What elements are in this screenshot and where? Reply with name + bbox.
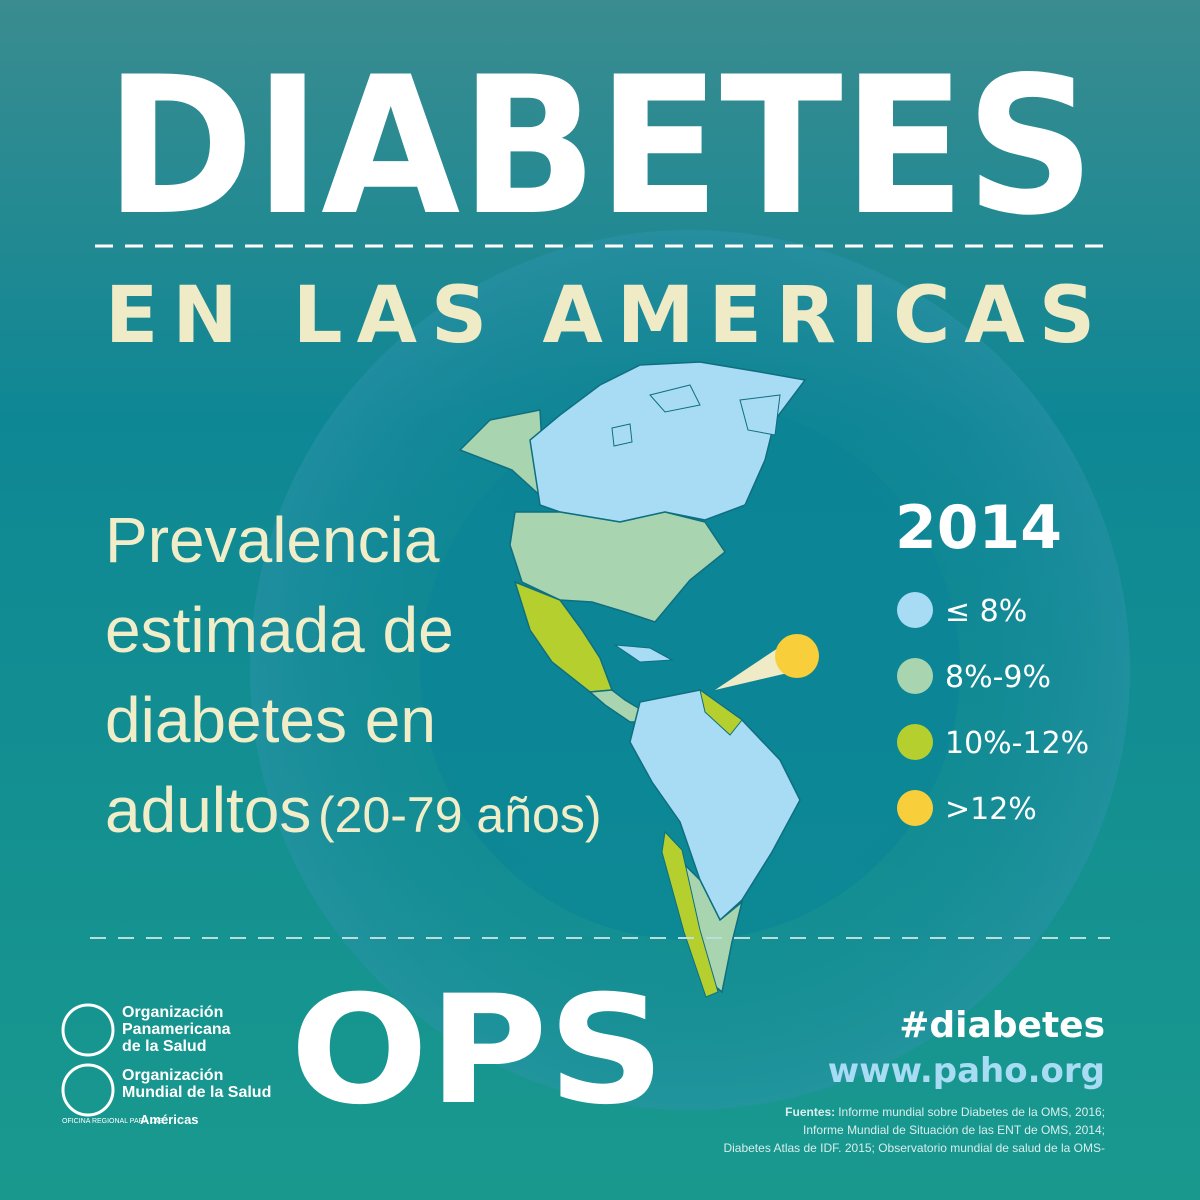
sources: Fuentes: Informe mundial sobre Diabetes d… [723,1105,1105,1155]
description-line: diabetes en [105,684,436,756]
acronym: OPS [290,964,665,1138]
legend-swatch [897,724,933,760]
org-name: Panamericana [122,1021,231,1038]
description-line: estimada de [105,594,454,666]
legend-label: 8%-9% [945,660,1051,695]
legend: ≤ 8% 8%-9% 10%-12% >12% [897,592,1089,827]
callout-dot [775,634,819,678]
island [611,423,633,447]
guianas [699,688,743,736]
hashtag: #diabetes [899,1005,1105,1046]
description-line: Prevalencia [105,504,440,576]
legend-swatch [897,790,933,826]
age-range: (20-79 años) [318,787,602,843]
usa [509,511,727,623]
title: DIABETES [105,36,1095,257]
regional-office: OFICINA REGIONAL PARA LAS [62,1118,163,1125]
org-name: Organización [122,1004,223,1021]
who-emblem [61,1063,115,1117]
description-line: adultos [105,774,311,846]
org-name: Mundial de la Salud [122,1084,271,1101]
sources-label: Fuentes: [785,1105,835,1119]
callout [715,640,792,690]
legend-swatch [897,592,933,628]
description: Prevalencia estimada de diabetes en adultos… [105,504,602,846]
caribbean [613,644,674,663]
org-name: Organización [122,1067,223,1084]
source: Informe mundial sobre Diabetes de la OMS… [838,1105,1105,1119]
org-name: de la Salud [122,1038,206,1055]
url: www.paho.org [828,1051,1105,1091]
legend-label: 10%-12% [945,726,1089,761]
legend-label: >12% [945,792,1037,827]
arctic-island [649,384,701,413]
paho-emblem [61,1003,115,1057]
region: Américas [140,1112,199,1127]
legend-swatch [897,658,933,694]
legend-year: 2014 [895,493,1062,563]
subtitle: EN LAS AMERICAS [105,271,1095,361]
sources-line: Fuentes: Informe mundial sobre Diabetes d… [785,1105,1105,1119]
map [458,361,819,998]
legend-label: ≤ 8% [945,594,1027,629]
chile [661,830,719,998]
arctic-island [739,394,781,436]
sources-line: Informe Mundial de Situación de las ENT … [803,1123,1105,1137]
sources-line: Diabetes Atlas de IDF. 2015; Observatori… [723,1141,1105,1155]
